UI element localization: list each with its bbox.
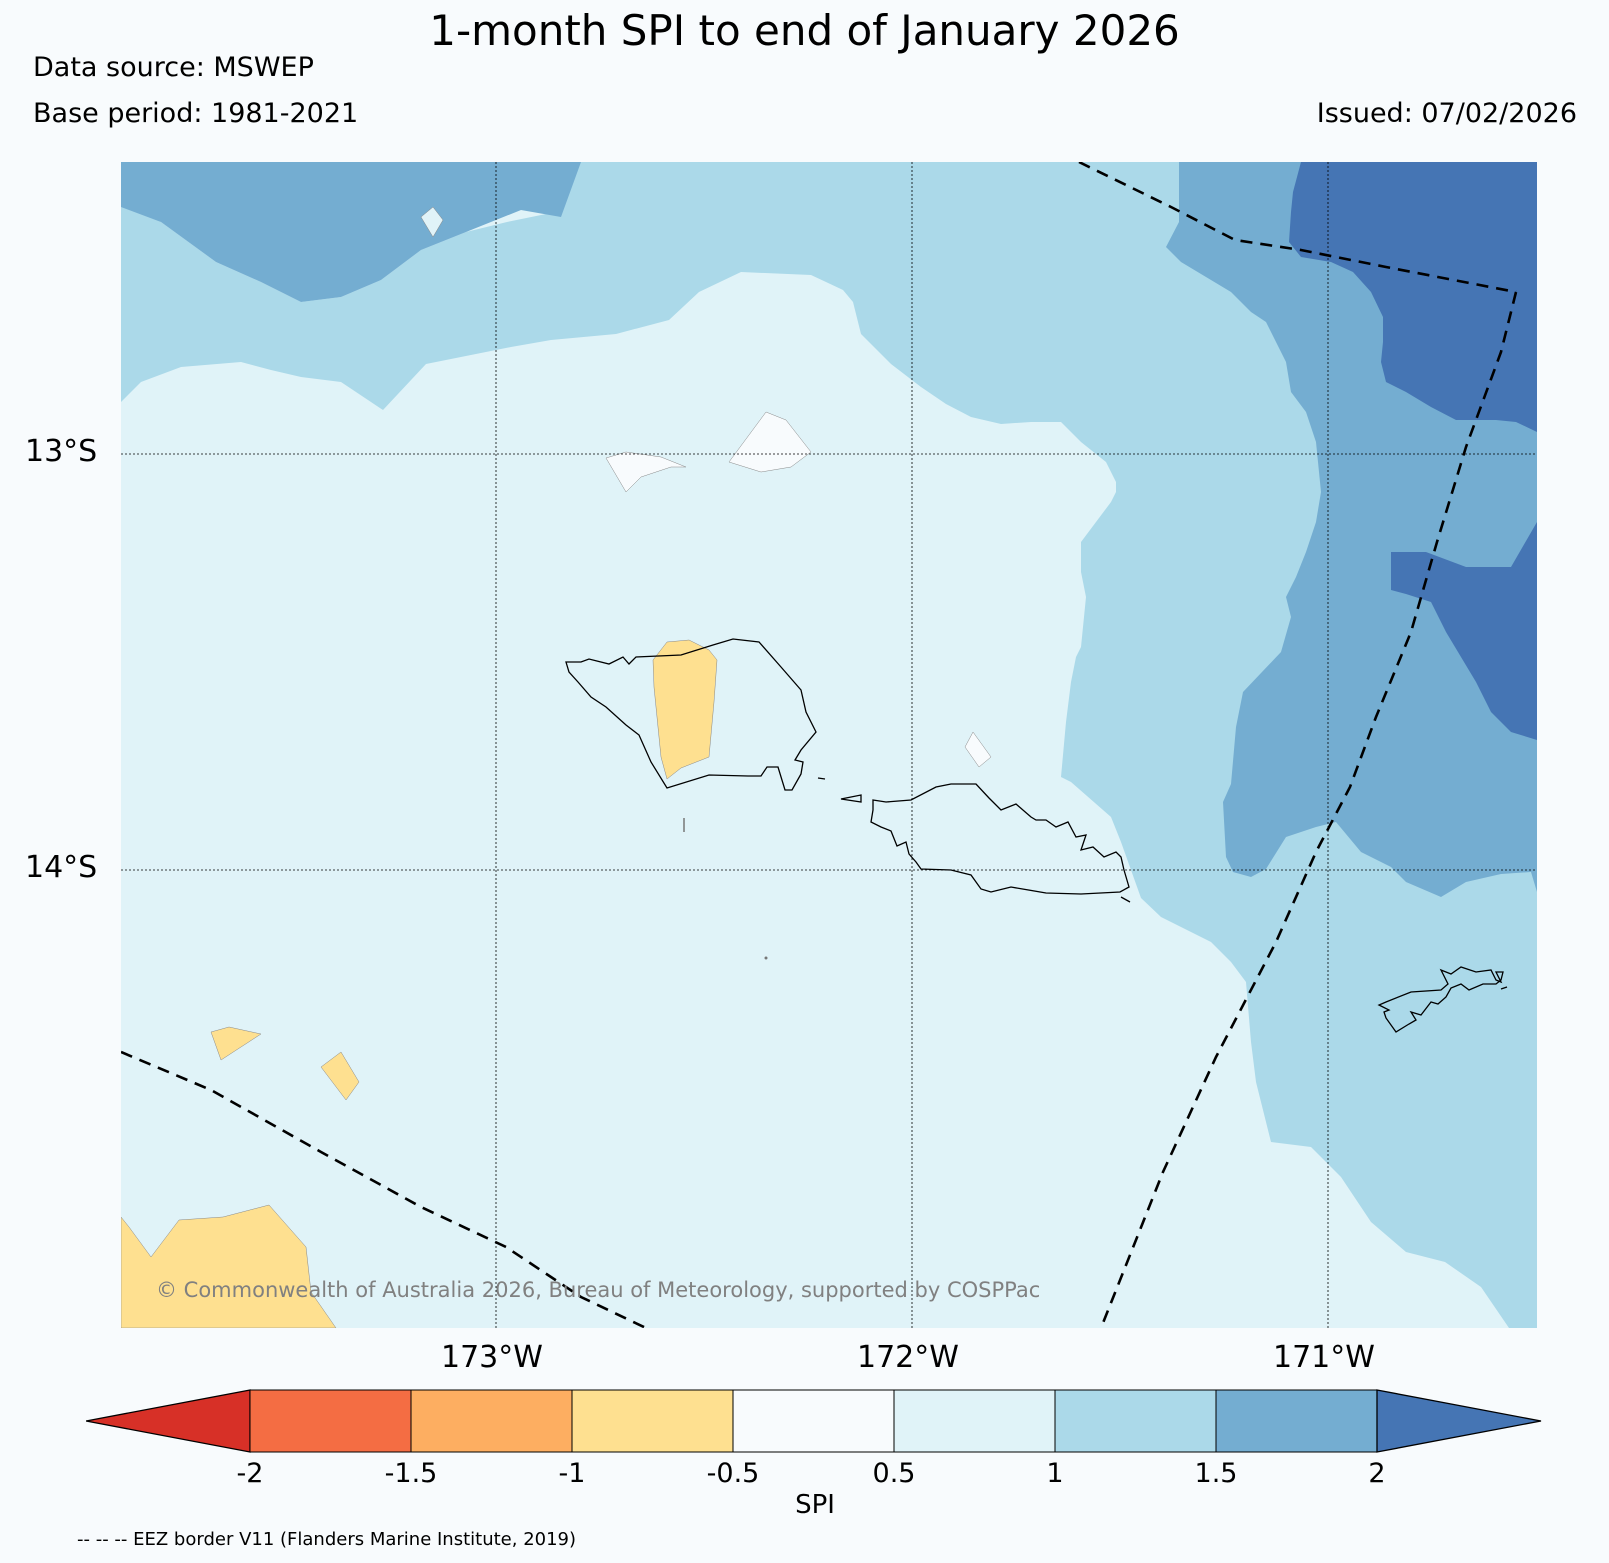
colorbar-segment-0p5-1 <box>893 1389 1056 1453</box>
colorbar-tick: -0.5 <box>706 1458 760 1489</box>
colorbar-segment-m0p5-0p5 <box>732 1389 895 1453</box>
coastlines <box>565 638 1508 1033</box>
spi-zone-gt-2-north <box>1289 162 1537 432</box>
spi-zone-m1-m0p5-upolu <box>652 639 718 780</box>
colorbar-tick: 1 <box>1046 1458 1064 1489</box>
spi-pocket-1-1p5-nw <box>420 206 444 238</box>
colorbar-segment-m1-m0p5 <box>571 1389 734 1453</box>
spi-zone-1-1p5 <box>121 162 1537 1328</box>
data-source: Data source: MSWEP <box>33 52 314 83</box>
spi-zone-gt-2-south <box>1391 522 1537 740</box>
colorbar-lower-extension <box>86 1389 251 1453</box>
coastline-savaii <box>565 638 817 791</box>
spi-map <box>121 162 1537 1328</box>
spi-pocket-near-normal-2 <box>728 411 812 473</box>
coastline-tutuila <box>1377 966 1504 1033</box>
colorbar-tick: -1 <box>558 1458 586 1489</box>
colorbar-segment-1p5-2 <box>1215 1389 1378 1453</box>
spi-zone-m1-m0p5-southwest <box>121 1204 337 1328</box>
lon-label-171w: 171°W <box>1273 1340 1375 1375</box>
colorbar-tick: -2 <box>236 1458 264 1489</box>
coastline-apolima <box>840 794 862 803</box>
colorbar-label: SPI <box>795 1490 835 1520</box>
colorbar-tick: 2 <box>1368 1458 1386 1489</box>
colorbar-upper-extension <box>1376 1389 1542 1453</box>
gridlines <box>121 162 1537 1328</box>
colorbar-tick: 1.5 <box>1194 1458 1238 1489</box>
colorbar <box>86 1389 1542 1453</box>
base-period: Base period: 1981-2021 <box>33 98 359 129</box>
lat-label-14s: 14°S <box>25 850 98 885</box>
spi-zone-m1-m0p5-west-1 <box>210 1026 262 1061</box>
lon-label-173w: 173°W <box>441 1340 543 1375</box>
eez-legend-note: -- -- -- EEZ border V11 (Flanders Marine… <box>77 1529 577 1550</box>
colorbar-tick: 0.5 <box>872 1458 916 1489</box>
issued-date: Issued: 07/02/2026 <box>1316 98 1577 129</box>
colorbar-segment-m2-m1p5 <box>249 1389 412 1453</box>
colorbar-segment-m1p5-m1 <box>410 1389 573 1453</box>
eez-border-east <box>1099 291 1518 1328</box>
copyright-notice: © Commonwealth of Australia 2026, Bureau… <box>156 1278 1041 1302</box>
spi-pocket-near-normal-1 <box>605 451 687 493</box>
eez-borders <box>121 162 1518 1328</box>
map-title: 1-month SPI to end of January 2026 <box>429 6 1180 55</box>
islet-mark <box>764 956 768 960</box>
lon-label-172w: 172°W <box>857 1340 959 1375</box>
colorbar-segment-1-1p5 <box>1054 1389 1217 1453</box>
colorbar-tick: -1.5 <box>384 1458 438 1489</box>
eez-border-north <box>1078 162 1517 294</box>
spi-zone-1p5-2 <box>121 162 581 302</box>
eez-border-southwest <box>121 1050 647 1328</box>
spi-pocket-near-normal-3 <box>964 731 992 768</box>
lat-label-13s: 13°S <box>25 434 98 469</box>
coastline-upolu <box>870 783 1130 895</box>
spi-zone-m1-m0p5-west-2 <box>320 1051 360 1101</box>
